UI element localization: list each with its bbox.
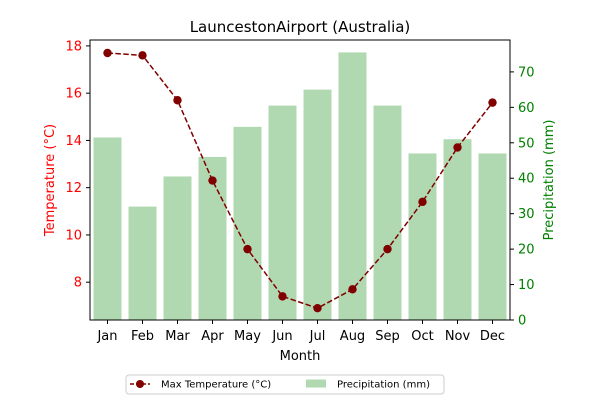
y-right-tick-label: 70: [518, 65, 535, 80]
precipitation-bar: [408, 153, 437, 320]
x-tick-label: Aug: [340, 329, 365, 344]
x-tick-label: Dec: [480, 329, 505, 344]
y-right-tick-label: 30: [518, 207, 535, 222]
precipitation-bar: [478, 153, 507, 320]
precipitation-bar: [443, 139, 472, 320]
x-tick-label: Nov: [445, 329, 471, 344]
precipitation-bar: [268, 105, 297, 321]
temperature-line: [107, 52, 494, 310]
chart-title: LauncestonAirport (Australia): [190, 18, 411, 36]
y-axis-left: 8 10 12 14 16 18: [65, 39, 90, 291]
x-tick-label: Jan: [96, 329, 117, 344]
precipitation-bar: [128, 206, 157, 320]
y-right-tick-label: 60: [518, 101, 535, 116]
y-left-tick-label: 16: [65, 87, 82, 102]
y-left-tick-label: 18: [65, 39, 82, 54]
temperature-point: [243, 244, 252, 254]
legend-label-precipitation: Precipitation (mm): [337, 380, 430, 391]
precipitation-bar: [373, 105, 402, 321]
y-left-tick-label: 14: [65, 134, 82, 149]
x-tick-label: Feb: [131, 329, 154, 344]
x-tick-label: Jun: [271, 329, 292, 344]
x-tick-label: Sep: [375, 329, 400, 344]
plot-frame: [89, 39, 511, 321]
x-tick-label: Oct: [411, 329, 433, 344]
temperature-point: [383, 244, 392, 254]
x-tick-label: Apr: [201, 329, 224, 344]
temperature-point: [208, 176, 217, 185]
y-left-tick-label: 12: [65, 181, 82, 196]
x-tick-label: Jul: [309, 329, 326, 344]
y-right-tick-label: 0: [518, 314, 526, 329]
temperature-point: [138, 51, 147, 60]
y-right-tick-label: 10: [518, 278, 535, 293]
precipitation-bar: [303, 89, 332, 320]
x-axis-label: Month: [280, 349, 321, 364]
x-axis: Jan Feb Mar Apr May Jun Jul Aug Sep Oct Nov Dec: [96, 320, 505, 344]
temperature-point: [348, 285, 357, 294]
legend-frame: [125, 374, 445, 395]
precipitation-bar: [93, 137, 122, 320]
y-axis-right-label: Precipitation (mm): [542, 120, 557, 241]
legend-label-temperature: Max Temperature (°C): [161, 380, 271, 391]
legend: Max Temperature (°C) Precipitation (mm): [125, 374, 445, 395]
x-tick-label: May: [234, 329, 261, 344]
temperature-point: [278, 292, 287, 301]
precipitation-bar: [233, 126, 262, 320]
temperature-point: [488, 98, 497, 107]
temperature-point: [313, 303, 322, 313]
temperature-point: [103, 48, 112, 58]
y-axis-left-label: Temperature (°C): [43, 124, 58, 237]
temperature-point: [173, 96, 182, 105]
x-tick-label: Mar: [165, 329, 190, 344]
y-left-tick-label: 8: [74, 276, 82, 291]
y-axis-right: 0 10 20 30 40 50 60 70: [510, 65, 535, 329]
y-right-tick-label: 20: [518, 243, 535, 258]
temperature-point: [453, 143, 462, 152]
precipitation-bars: [93, 52, 507, 321]
temperature-point: [418, 197, 427, 207]
precipitation-bar: [338, 52, 367, 321]
legend-bar-swatch: [306, 379, 326, 388]
y-left-tick-label: 10: [65, 228, 82, 243]
temperature-line-layer: [103, 48, 497, 313]
precipitation-bar: [163, 176, 192, 320]
legend-line-marker: [136, 380, 144, 388]
y-right-tick-label: 50: [518, 136, 535, 151]
y-right-tick-label: 40: [518, 172, 535, 187]
